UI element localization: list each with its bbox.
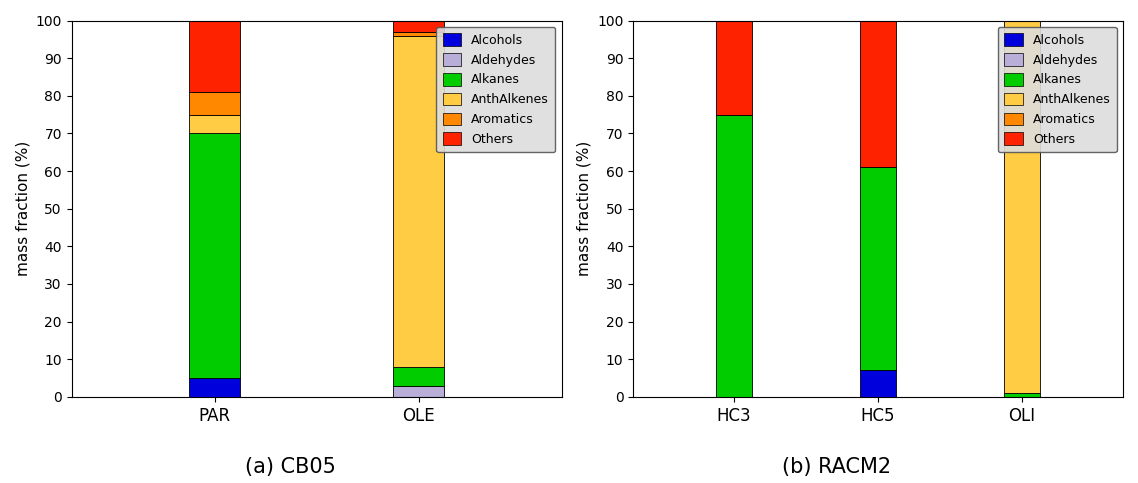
Bar [393, 385, 444, 397]
Bar [189, 20, 240, 92]
Bar [189, 92, 240, 114]
Bar [393, 36, 444, 367]
Bar [716, 114, 752, 397]
Bar [393, 20, 444, 32]
Bar [189, 133, 240, 378]
Y-axis label: mass fraction (%): mass fraction (%) [577, 141, 592, 276]
Bar [393, 32, 444, 36]
Bar [1004, 20, 1040, 393]
Bar [860, 167, 896, 370]
Bar [189, 114, 240, 133]
Legend: Alcohols, Aldehydes, Alkanes, AnthAlkenes, Aromatics, Others: Alcohols, Aldehydes, Alkanes, AnthAlkene… [998, 27, 1116, 152]
Bar [1004, 393, 1040, 397]
Bar [189, 378, 240, 397]
Text: (a) CB05: (a) CB05 [245, 457, 336, 477]
Bar [860, 370, 896, 397]
Bar [393, 367, 444, 385]
Bar [716, 20, 752, 114]
Legend: Alcohols, Aldehydes, Alkanes, AnthAlkenes, Aromatics, Others: Alcohols, Aldehydes, Alkanes, AnthAlkene… [436, 27, 555, 152]
Y-axis label: mass fraction (%): mass fraction (%) [15, 141, 30, 276]
Text: (b) RACM2: (b) RACM2 [782, 457, 891, 477]
Bar [860, 20, 896, 167]
